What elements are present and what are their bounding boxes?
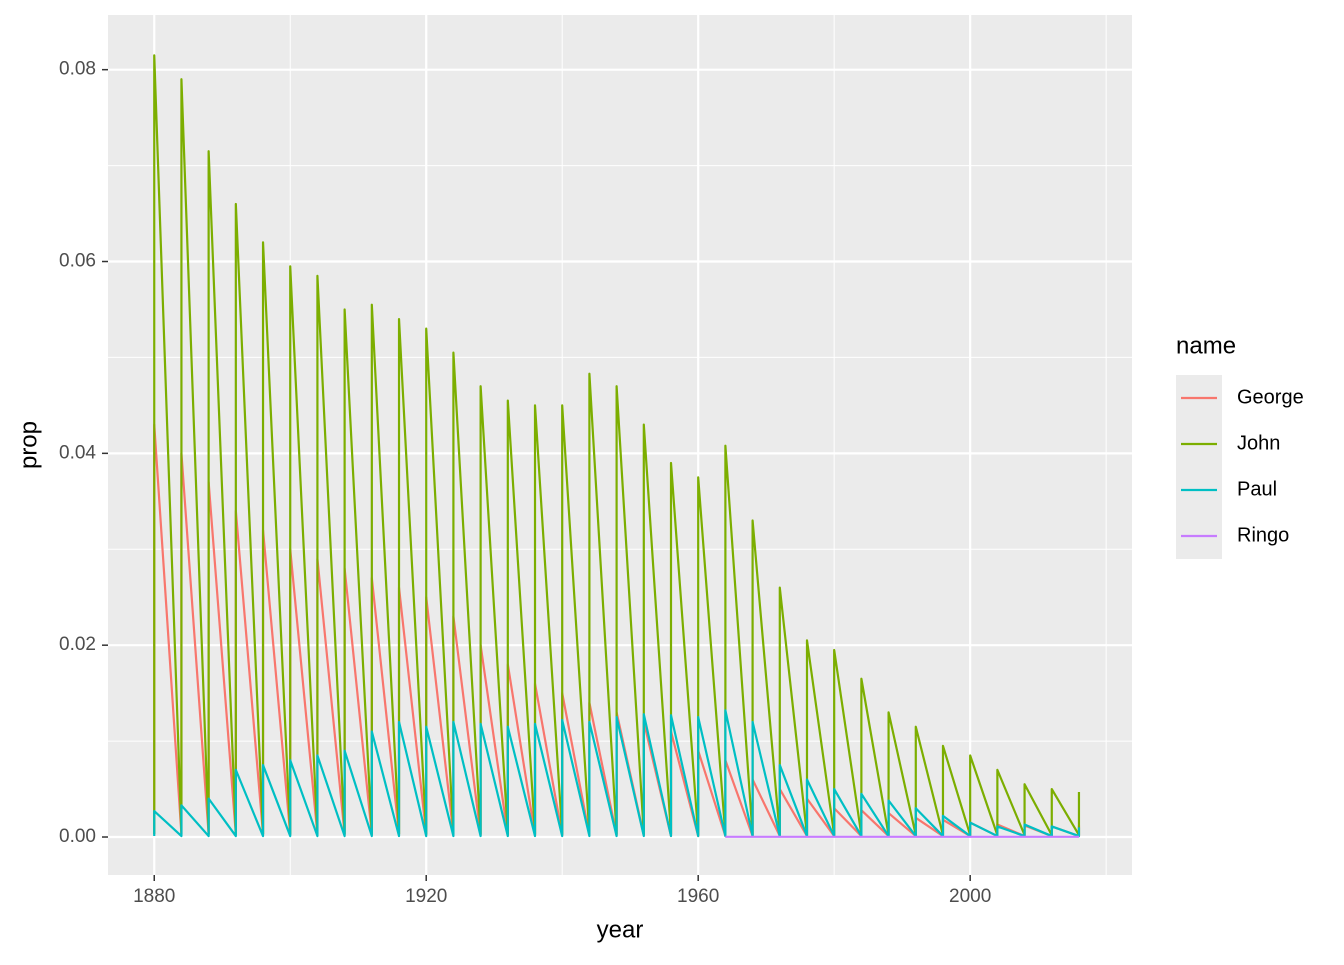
legend-label: George — [1237, 386, 1304, 408]
legend-label: John — [1237, 432, 1280, 454]
legend-label: Paul — [1237, 478, 1277, 500]
y-tick-label: 0.04 — [59, 442, 96, 463]
x-tick-label: 1960 — [677, 886, 719, 907]
line-series — [153, 54, 1081, 837]
y-tick-label: 0.02 — [59, 634, 96, 655]
y-tick-label: 0.08 — [59, 59, 96, 80]
x-tick-label: 2000 — [949, 886, 991, 907]
y-tick-label: 0.00 — [59, 826, 96, 847]
x-tick-label: 1920 — [405, 886, 447, 907]
x-tick-label: 1880 — [133, 886, 175, 907]
x-axis-title: year — [597, 916, 644, 943]
y-tick-label: 0.06 — [59, 251, 96, 272]
legend-title: name — [1176, 332, 1236, 359]
legend-label: Ringo — [1237, 524, 1289, 546]
y-axis-title: prop — [15, 421, 42, 469]
legend-keys — [1176, 375, 1222, 559]
line-series — [153, 709, 1081, 838]
